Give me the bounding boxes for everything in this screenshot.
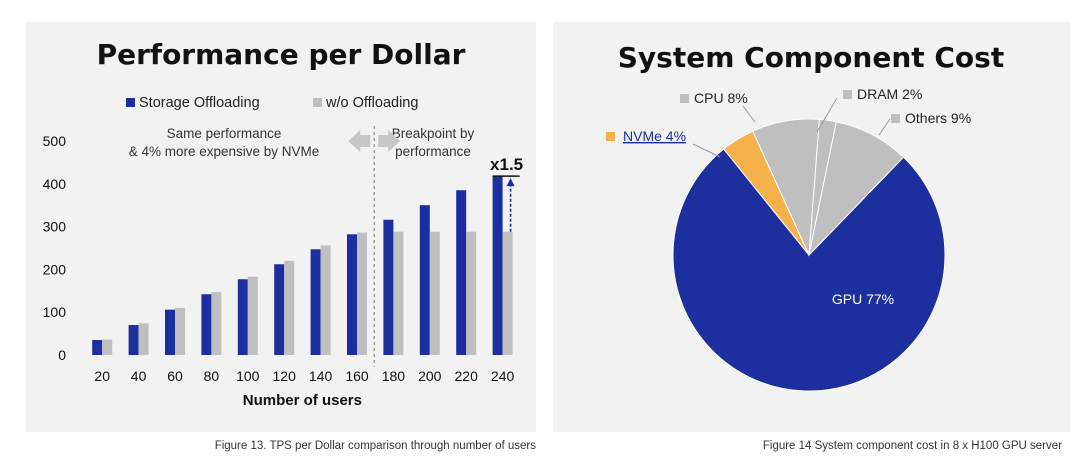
bar-wo-offloading [466, 231, 477, 355]
legend-swatch-cpu [680, 94, 689, 103]
pie-label-gpu: GPU 77% [832, 291, 894, 307]
left-arrow-icon [348, 130, 371, 152]
annotation-same-performance: Same performance [167, 126, 282, 141]
bar-storage-offloading [419, 205, 430, 355]
chart-title: System Component Cost [618, 41, 1004, 74]
y-tick-label: 100 [43, 304, 67, 320]
bar-wo-offloading [102, 339, 113, 355]
bar-storage-offloading [310, 249, 321, 355]
leader-line-nvme [692, 143, 721, 158]
chart-title: Performance per Dollar [97, 38, 466, 71]
x-tick-label: 60 [167, 368, 183, 384]
pie-label-others: Others 9% [905, 110, 971, 126]
legend-swatch-storage [126, 98, 135, 107]
bar-storage-offloading [165, 309, 175, 355]
x-tick-label: 20 [94, 368, 110, 384]
x-tick-label: 40 [131, 368, 147, 384]
x-tick-label: 160 [345, 368, 369, 384]
bar-wo-offloading [357, 232, 367, 355]
y-tick-label: 200 [43, 261, 67, 277]
pie-slice-others [808, 121, 905, 257]
annotation-more-expensive: & 4% more expensive by NVMe [129, 144, 320, 159]
leader-line-others [878, 118, 891, 136]
x-tick-label: 80 [204, 368, 220, 384]
bar-storage-offloading [128, 325, 139, 355]
x-tick-label: 140 [309, 368, 333, 384]
legend-label-wo-offloading: w/o Offloading [325, 95, 418, 111]
bar-storage-offloading [456, 190, 467, 355]
x-tick-label: 120 [273, 368, 297, 384]
leader-line-dram [816, 97, 838, 133]
bar-chart: Performance per Dollar Storage Offloading… [43, 38, 524, 409]
legend-swatch-nvme [606, 132, 615, 141]
figure-13-caption: Figure 13. TPS per Dollar comparison thr… [214, 440, 536, 452]
pie-label-nvme: NVMe 4% [623, 128, 686, 144]
bar-storage-offloading [237, 279, 248, 355]
x-tick-label: 200 [418, 368, 442, 384]
annotation-by-performance: performance [395, 144, 471, 159]
x-tick-label: 100 [236, 368, 260, 384]
bar-wo-offloading [138, 323, 149, 355]
y-tick-label: 400 [43, 176, 67, 192]
bar-wo-offloading [284, 260, 295, 355]
leader-line-cpu [742, 105, 756, 123]
bar-storage-offloading [383, 219, 394, 355]
multiplier-arrowhead [506, 178, 515, 187]
bar-wo-offloading [211, 292, 222, 355]
x-axis-title: Number of users [243, 392, 362, 409]
bar-wo-offloading [429, 231, 440, 355]
bar-wo-offloading [502, 231, 513, 355]
bar-wo-offloading [320, 245, 331, 355]
legend-swatch-others [891, 114, 900, 123]
pie-slice-gpu [672, 148, 946, 392]
multiplier-label: x1.5 [490, 155, 523, 174]
bar-storage-offloading [347, 234, 357, 355]
figure-14-caption: Figure 14 System component cost in 8 x H… [762, 440, 1062, 452]
x-tick-label: 240 [491, 368, 515, 384]
legend-label-storage: Storage Offloading [139, 95, 260, 111]
x-tick-label: 180 [382, 368, 406, 384]
legend-swatch-wo-offloading [313, 98, 322, 107]
x-tick-label: 220 [455, 368, 479, 384]
bar-storage-offloading [274, 264, 285, 355]
pie-chart: System Component Cost GPU 77% CPU 8% DRAM 2… [606, 41, 1004, 392]
y-tick-label: 300 [43, 219, 67, 235]
system-component-cost-panel: System Component Cost GPU 77% CPU 8% DRAM 2… [553, 22, 1070, 432]
y-tick-label: 0 [58, 347, 66, 363]
bar-wo-offloading [175, 307, 185, 355]
bar-storage-offloading [492, 176, 503, 355]
performance-per-dollar-panel: Performance per Dollar Storage Offloading… [26, 22, 536, 432]
bar-storage-offloading [92, 340, 103, 355]
legend-swatch-dram [843, 90, 852, 99]
annotation-breakpoint: Breakpoint by [392, 126, 475, 141]
y-tick-label: 500 [43, 133, 67, 149]
pie-label-dram: DRAM 2% [857, 86, 922, 102]
bar-storage-offloading [201, 294, 212, 355]
pie-label-cpu: CPU 8% [694, 90, 748, 106]
bar-wo-offloading [393, 231, 404, 355]
right-arrow-icon [378, 130, 401, 152]
bar-wo-offloading [247, 276, 258, 355]
